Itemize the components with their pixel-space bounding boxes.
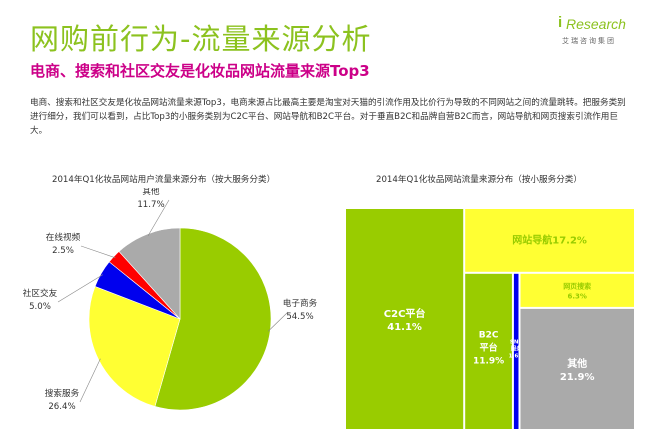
pie-slice-0 [154,227,272,411]
treemap-cell-label-2-part-1: 平台 [480,341,498,353]
treemap-cell-3 [513,273,519,429]
pie-slice-value-3: 2.5% [52,246,74,256]
treemap-cell-1 [465,209,634,272]
pie-slice-1 [88,286,181,407]
treemap-cell-value-0: 41.1% [387,322,422,333]
treemap-cell-value-5: 21.9% [560,372,595,383]
pie-slice-4 [118,227,181,320]
pie-slice-value-1: 26.4% [48,402,75,412]
pie-chart-title: 2014年Q1化妆品网站用户流量来源分布（按大服务分类） [52,175,276,185]
pie-slice-label-2: 社区交友 [23,287,58,299]
pie-leader-line-2 [57,274,104,303]
pie-slice-label-0: 电子商务 [283,297,318,309]
treemap-cell-label-4: 网页搜索 [563,281,591,290]
treemap-cell-label-0: C2C平台 [384,307,426,320]
treemap-cell-5 [520,308,634,429]
treemap-chart-title: 2014年Q1化妆品网站流量来源分布（按小服务分类） [376,175,582,185]
pie-leader-line-4 [147,199,170,237]
logo-subtitle: 艾瑞咨询集团 [562,37,616,45]
treemap-cell-value-3: 1.6% [509,353,525,359]
pie-slice-value-2: 5.0% [29,302,51,312]
logo-mark: i [558,14,563,31]
pie-slice-label-1: 搜索服务 [45,387,80,399]
iresearch-logo: i Research 艾瑞咨询集团 [556,12,636,52]
treemap-cell-label-2-part-0: B2C [479,330,499,340]
treemap-cell-4 [520,273,634,307]
treemap-cell-value-4: 6.3% [567,292,586,300]
pie-slice-label-4: 其他 [142,188,160,197]
page-title: 网购前行为-流量来源分析 [30,22,372,56]
treemap-cell-label-3-part-1: 服务 [511,344,523,352]
summary-paragraph: 电商、搜索和社区交友是化妆品网站流量来源Top3，电商来源占比最高主要是淘宝对天… [30,98,626,136]
pie-chart: 电子商务 54.5% 搜索服务 26.4% 社区交友 5.0% 在线视频 2.5% 其他 11.7… [23,188,318,412]
treemap-cell-label-1: 网站导航17.2% [512,233,587,246]
pie-leader-line-3 [80,245,116,259]
treemap-cell-0 [346,209,464,429]
pie-slice-label-3: 在线视频 [46,231,81,243]
pie-slice-value-4: 11.7% [137,200,164,210]
treemap-cell-label-5: 其他 [567,357,587,370]
treemap-cell-2 [465,273,512,429]
logo-brand: Research [566,16,626,32]
treemap-cell-value-2: 11.9% [473,356,504,366]
pie-leader-line-1 [79,358,101,403]
pie-leader-line-0 [267,311,289,332]
treemap-cell-label-3-part-0: SNS [510,339,523,345]
page-subtitle: 电商、搜索和社区交友是化妆品网站流量来源Top3 [30,62,370,80]
pie-slice-value-0: 54.5% [286,312,313,322]
